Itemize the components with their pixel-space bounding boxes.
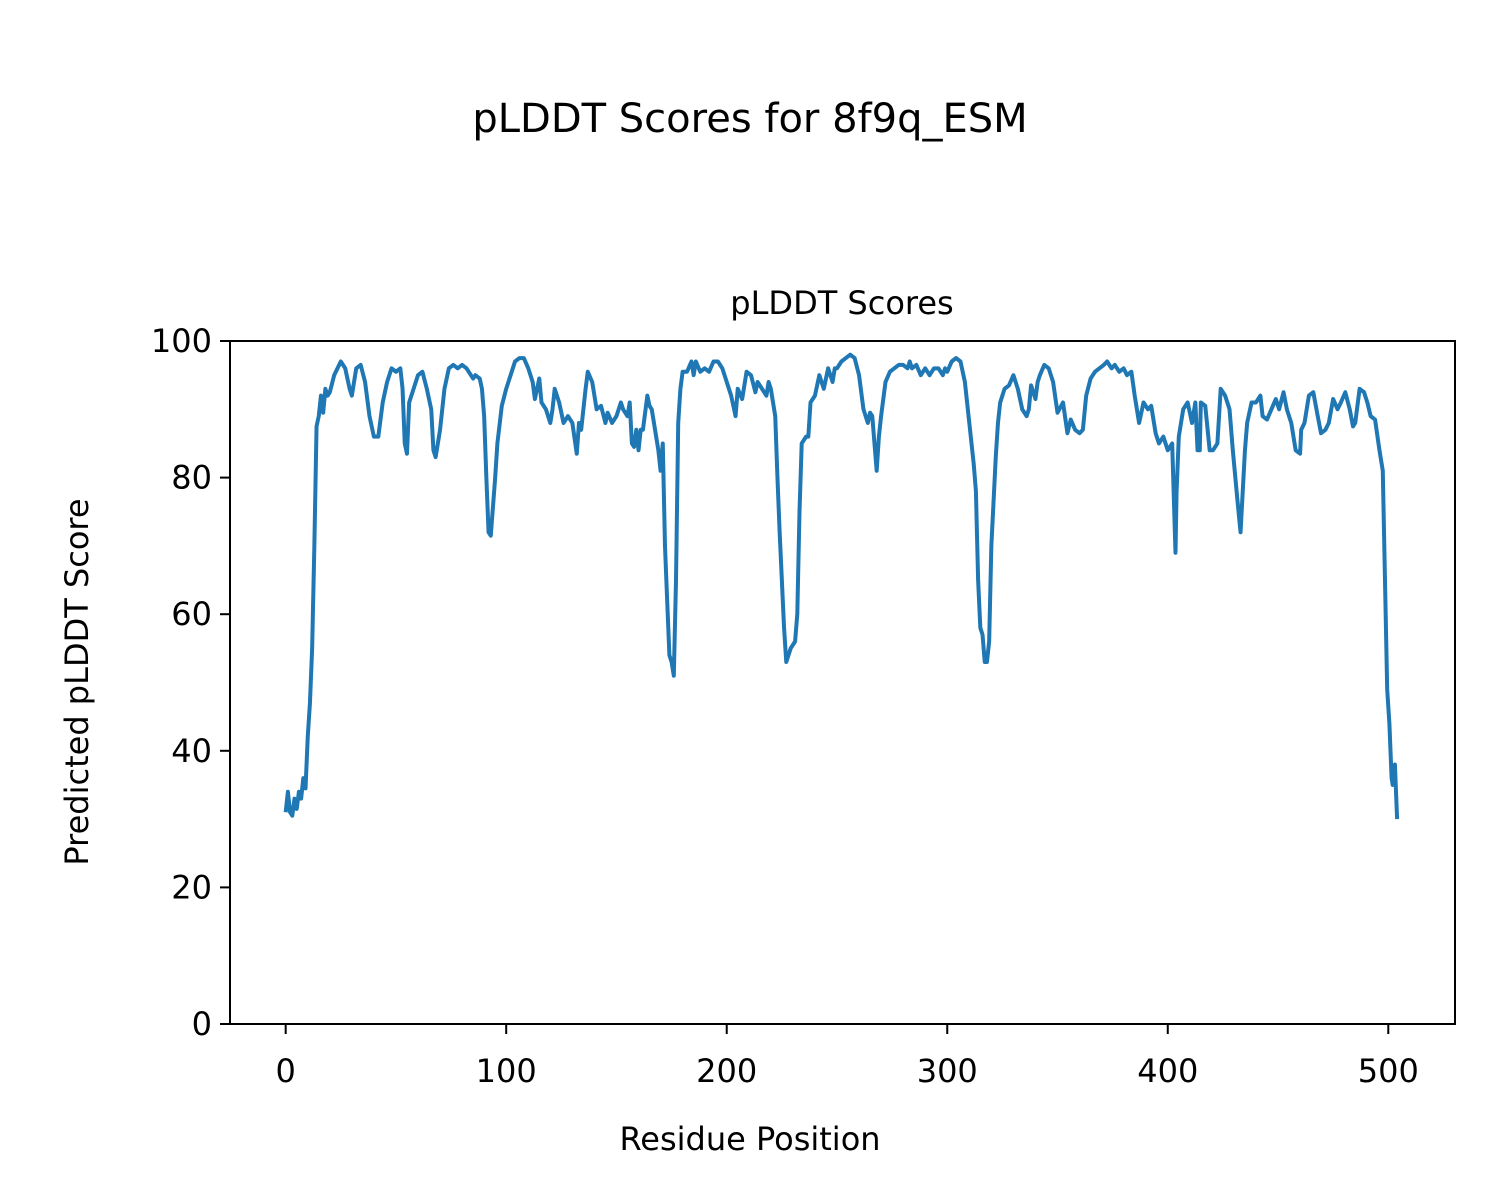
x-tick-label: 0 [276,1052,296,1090]
data-line [283,352,1400,820]
x-axis-label: Residue Position [619,1120,880,1158]
y-tick-label: 0 [192,1005,212,1043]
axes-title: pLDDT Scores [730,284,953,322]
y-axis-label: Predicted pLDDT Score [58,498,96,865]
chart-title: pLDDT Scores for 8f9q_ESM [472,96,1027,142]
y-tick-label: 20 [171,868,212,906]
x-tick-label: 200 [696,1052,757,1090]
x-tick-label: 100 [476,1052,537,1090]
y-tick-label: 100 [151,322,212,360]
y-tick-label: 80 [171,459,212,497]
x-tick-label: 300 [917,1052,978,1090]
y-tick-label: 60 [171,595,212,633]
x-tick-label: 400 [1137,1052,1198,1090]
x-tick-label: 500 [1358,1052,1419,1090]
plot-frame [229,340,1456,1025]
y-tick-label: 40 [171,732,212,770]
